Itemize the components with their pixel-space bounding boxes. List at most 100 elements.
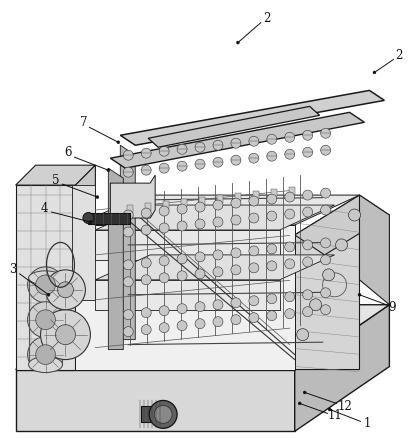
Circle shape (267, 261, 277, 271)
Circle shape (321, 188, 331, 198)
Circle shape (321, 128, 331, 138)
Text: 3: 3 (9, 263, 16, 276)
Circle shape (83, 213, 94, 224)
Polygon shape (15, 185, 75, 369)
Circle shape (249, 296, 259, 306)
Circle shape (213, 140, 223, 150)
Circle shape (159, 146, 169, 156)
Circle shape (28, 267, 64, 303)
Text: 4: 4 (41, 202, 48, 214)
Polygon shape (72, 185, 95, 300)
Circle shape (349, 209, 360, 221)
Circle shape (285, 242, 295, 252)
Circle shape (303, 207, 313, 217)
Circle shape (41, 310, 90, 360)
Circle shape (123, 277, 133, 287)
Circle shape (213, 217, 223, 227)
Circle shape (46, 270, 85, 310)
Circle shape (267, 294, 277, 304)
Circle shape (249, 313, 259, 323)
Polygon shape (295, 195, 359, 369)
Polygon shape (75, 165, 95, 325)
Polygon shape (235, 193, 241, 201)
Circle shape (159, 323, 169, 333)
Circle shape (89, 221, 92, 224)
Ellipse shape (28, 357, 62, 373)
Circle shape (177, 304, 187, 314)
Circle shape (117, 141, 120, 144)
Circle shape (149, 400, 177, 428)
Circle shape (321, 288, 331, 298)
Polygon shape (359, 195, 390, 305)
Text: 12: 12 (337, 400, 352, 413)
Circle shape (285, 132, 295, 142)
Text: 1: 1 (364, 417, 371, 430)
Text: 5: 5 (52, 174, 59, 187)
Circle shape (213, 317, 223, 326)
Circle shape (231, 138, 241, 148)
Circle shape (231, 298, 241, 308)
Circle shape (36, 345, 56, 365)
Circle shape (249, 246, 259, 256)
Circle shape (195, 159, 205, 169)
Circle shape (47, 293, 50, 296)
Circle shape (358, 293, 361, 296)
Circle shape (123, 210, 133, 220)
Circle shape (141, 325, 151, 334)
Circle shape (298, 402, 301, 405)
Circle shape (321, 205, 331, 215)
Circle shape (177, 254, 187, 264)
Polygon shape (95, 255, 334, 280)
Polygon shape (217, 195, 223, 203)
Circle shape (303, 147, 313, 157)
Circle shape (141, 308, 151, 318)
Circle shape (237, 41, 240, 44)
Polygon shape (75, 195, 359, 225)
Circle shape (195, 142, 205, 152)
Circle shape (159, 206, 169, 216)
Circle shape (28, 337, 64, 373)
Text: 2: 2 (263, 12, 270, 25)
Circle shape (285, 259, 295, 269)
Circle shape (373, 71, 376, 74)
Circle shape (231, 215, 241, 225)
Text: 9: 9 (389, 301, 396, 314)
Circle shape (154, 405, 172, 424)
Polygon shape (95, 280, 280, 310)
Circle shape (231, 315, 241, 325)
Circle shape (141, 148, 151, 158)
Circle shape (249, 213, 259, 223)
Circle shape (123, 326, 133, 337)
Circle shape (267, 194, 277, 204)
Circle shape (231, 248, 241, 258)
Circle shape (285, 292, 295, 302)
Circle shape (195, 202, 205, 212)
Circle shape (123, 150, 133, 160)
Polygon shape (295, 195, 390, 255)
Circle shape (141, 208, 151, 218)
Circle shape (285, 209, 295, 219)
Circle shape (231, 198, 241, 208)
Circle shape (159, 273, 169, 283)
Circle shape (213, 300, 223, 310)
Circle shape (249, 153, 259, 163)
Circle shape (267, 151, 277, 161)
Circle shape (297, 329, 308, 341)
Circle shape (231, 265, 241, 275)
Polygon shape (15, 305, 390, 369)
Circle shape (36, 310, 56, 330)
Polygon shape (145, 203, 151, 211)
Polygon shape (148, 106, 320, 147)
Circle shape (285, 149, 295, 159)
Polygon shape (271, 189, 277, 197)
Circle shape (96, 195, 99, 198)
Circle shape (141, 225, 151, 235)
Polygon shape (15, 165, 95, 185)
Circle shape (321, 145, 331, 155)
Circle shape (249, 263, 259, 273)
Polygon shape (88, 213, 130, 224)
Circle shape (159, 256, 169, 266)
Circle shape (285, 309, 295, 319)
Circle shape (328, 408, 331, 411)
Circle shape (159, 306, 169, 316)
